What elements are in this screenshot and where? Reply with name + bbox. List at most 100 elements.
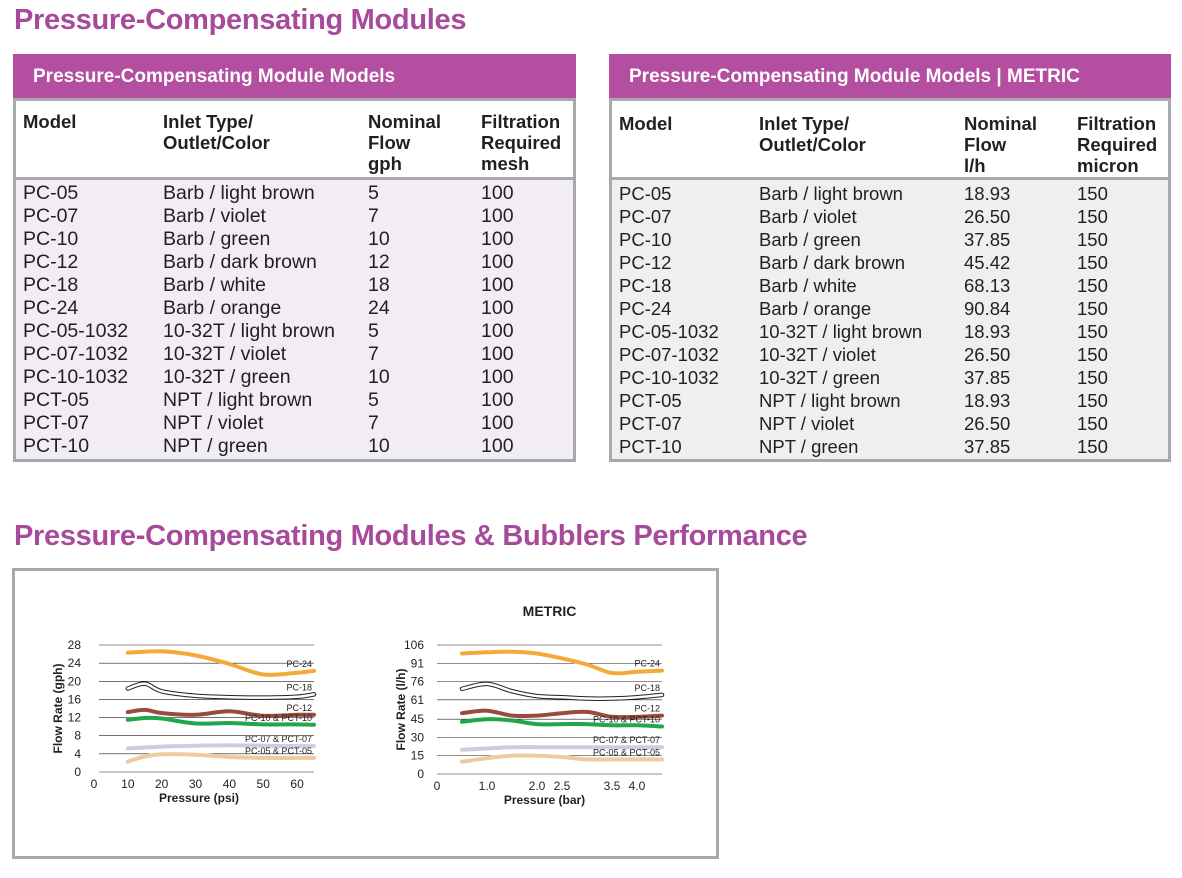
cell-model: PC-07-1032 xyxy=(23,343,129,365)
cell-filtration: 100 xyxy=(481,412,514,434)
cell-inlet-type: NPT / violet xyxy=(759,413,855,434)
column-header-nominal-flow: Nominal Flow gph xyxy=(368,111,441,174)
series-label: PC-07 & PCT-07 xyxy=(245,734,312,744)
cell-nominal-flow: 7 xyxy=(368,205,379,227)
cell-nominal-flow: 18 xyxy=(368,274,390,296)
series-label: PC-24 xyxy=(634,659,660,669)
cell-filtration: 150 xyxy=(1077,321,1108,342)
x-tick-label: 30 xyxy=(189,777,203,791)
x-tick-label: 2.5 xyxy=(554,779,571,793)
cell-inlet-type: 10-32T / green xyxy=(163,366,291,388)
cell-nominal-flow: 26.50 xyxy=(964,344,1011,365)
cell-nominal-flow: 5 xyxy=(368,182,379,204)
y-tick-label: 91 xyxy=(411,656,425,670)
cell-model: PC-24 xyxy=(23,297,79,319)
cell-inlet-type: Barb / violet xyxy=(759,206,857,227)
cell-nominal-flow: 10 xyxy=(368,228,390,250)
cell-filtration: 100 xyxy=(481,297,514,319)
cell-nominal-flow: 45.42 xyxy=(964,252,1011,273)
cell-inlet-type: Barb / green xyxy=(163,228,271,250)
cell-nominal-flow: 37.85 xyxy=(964,229,1011,250)
cell-inlet-type: Barb / white xyxy=(759,275,857,296)
cell-inlet-type: Barb / orange xyxy=(759,298,872,319)
series-label: PC-10 & PCT-10 xyxy=(593,715,660,725)
y-tick-label: 45 xyxy=(411,712,425,726)
cell-model: PC-10-1032 xyxy=(619,367,719,388)
cell-model: PCT-05 xyxy=(619,390,682,411)
cell-nominal-flow: 18.93 xyxy=(964,183,1011,204)
cell-filtration: 150 xyxy=(1077,183,1108,204)
cell-nominal-flow: 37.85 xyxy=(964,436,1011,457)
y-tick-label: 106 xyxy=(404,638,424,652)
series-line xyxy=(460,682,664,700)
table-row: PC-07 Barb / violet 26.50 150 xyxy=(612,205,1168,228)
column-header-filtration: Filtration Required micron xyxy=(1077,113,1158,176)
cell-model: PC-10-1032 xyxy=(23,366,129,388)
cell-model: PC-05 xyxy=(23,182,79,204)
y-axis-label: Flow Rate (gph) xyxy=(51,664,65,754)
series-label: PC-05 & PCT-05 xyxy=(245,746,312,756)
cell-model: PCT-07 xyxy=(23,412,90,434)
cell-inlet-type: Barb / dark brown xyxy=(759,252,906,273)
x-tick-label: 1.0 xyxy=(479,779,496,793)
y-tick-label: 8 xyxy=(74,729,81,743)
cell-inlet-type: NPT / violet xyxy=(163,412,264,434)
table-row: PC-24 Barb / orange 90.84 150 xyxy=(612,297,1168,320)
cell-nominal-flow: 37.85 xyxy=(964,367,1011,388)
cell-model: PC-05-1032 xyxy=(619,321,719,342)
y-tick-label: 24 xyxy=(68,656,82,670)
table-row: PCT-05 NPT / light brown 18.93 150 xyxy=(612,389,1168,412)
y-tick-label: 76 xyxy=(411,675,425,689)
table-row: PC-10-1032 10-32T / green 37.85 150 xyxy=(612,366,1168,389)
series-line xyxy=(125,715,316,727)
cell-inlet-type: 10-32T / violet xyxy=(163,343,287,365)
y-tick-label: 0 xyxy=(74,765,81,779)
x-tick-label: 0 xyxy=(434,779,441,793)
table-title: Pressure-Compensating Module Models xyxy=(13,54,576,98)
cell-filtration: 100 xyxy=(481,228,514,250)
cell-nominal-flow: 12 xyxy=(368,251,390,273)
cell-model: PCT-10 xyxy=(619,436,682,457)
table-body: PC-05 Barb / light brown 5 100 PC-07 Barb / v… xyxy=(16,180,573,458)
cell-filtration: 150 xyxy=(1077,298,1108,319)
series-line xyxy=(460,708,664,720)
cell-nominal-flow: 18.93 xyxy=(964,390,1011,411)
table-row: PC-10 Barb / green 37.85 150 xyxy=(612,228,1168,251)
y-tick-label: 0 xyxy=(417,767,424,781)
y-tick-label: 4 xyxy=(74,747,81,761)
series-line xyxy=(125,743,316,751)
cell-filtration: 100 xyxy=(481,366,514,388)
x-tick-label: 0 xyxy=(91,777,98,791)
cell-filtration: 100 xyxy=(481,205,514,227)
series-line xyxy=(460,745,664,752)
performance-section-title: Pressure-Compensating Modules & Bubblers… xyxy=(14,520,808,552)
x-tick-label: 60 xyxy=(290,777,304,791)
table-column-headers: Model Inlet Type/ Outlet/Color Nominal F… xyxy=(612,98,1168,180)
x-tick-label: 4.0 xyxy=(629,779,646,793)
series-line xyxy=(125,707,316,718)
column-header-filtration: Filtration Required mesh xyxy=(481,111,562,174)
y-tick-label: 61 xyxy=(411,693,425,707)
x-axis-label: Pressure (bar) xyxy=(504,793,585,807)
cell-model: PC-07 xyxy=(23,205,79,227)
cell-inlet-type: Barb / orange xyxy=(163,297,282,319)
cell-inlet-type: Barb / light brown xyxy=(759,183,903,204)
cell-inlet-type: 10-32T / violet xyxy=(759,344,876,365)
cell-filtration: 150 xyxy=(1077,206,1108,227)
cell-model: PCT-07 xyxy=(619,413,682,434)
series-line xyxy=(125,649,316,677)
cell-inlet-type: 10-32T / light brown xyxy=(163,320,335,342)
series-label: PC-12 xyxy=(634,704,660,714)
cell-filtration: 100 xyxy=(481,274,514,296)
series-line xyxy=(126,682,316,699)
cell-inlet-type: Barb / violet xyxy=(163,205,266,227)
cell-inlet-type: NPT / light brown xyxy=(163,389,313,411)
table-row: PCT-07 NPT / violet 26.50 150 xyxy=(612,412,1168,435)
x-tick-label: 3.5 xyxy=(604,779,621,793)
table-row: PC-05-1032 10-32T / light brown 5 100 xyxy=(16,320,573,343)
cell-nominal-flow: 18.93 xyxy=(964,321,1011,342)
table-row: PC-12 Barb / dark brown 12 100 xyxy=(16,251,573,274)
cell-filtration: 100 xyxy=(481,251,514,273)
cell-filtration: 150 xyxy=(1077,436,1108,457)
cell-nominal-flow: 24 xyxy=(368,297,390,319)
